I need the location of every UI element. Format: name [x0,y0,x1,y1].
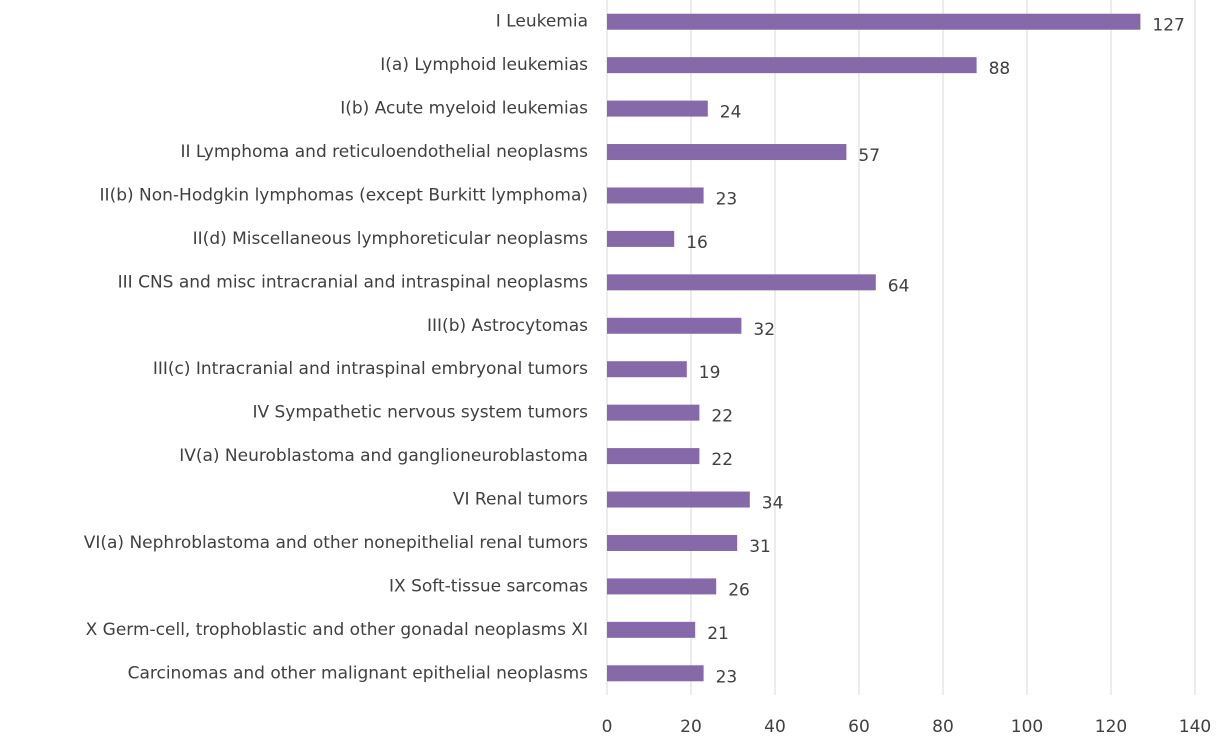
data-label: 127 [1152,16,1184,36]
bar [607,491,750,508]
bar [607,57,977,74]
data-label: 22 [711,450,733,470]
y-tick-label: I Leukemia [496,12,588,32]
y-tick-label: III CNS and misc intracranial and intras… [118,272,588,292]
data-label: 57 [858,146,880,166]
data-label: 26 [728,580,750,600]
y-tick-label: IX Soft-tissue sarcomas [389,576,588,596]
data-label: 31 [749,537,771,557]
x-tick-label: 60 [848,717,870,737]
bar [607,187,704,204]
y-tick-label: IV Sympathetic nervous system tumors [252,403,588,423]
x-tick-label: 80 [932,717,954,737]
bar [607,13,1141,30]
bar [607,144,847,161]
y-tick-label: Carcinomas and other malignant epithelia… [128,663,589,683]
data-label: 19 [699,363,721,383]
data-label: 16 [686,233,708,253]
bar [607,578,717,595]
y-tick-label: VI Renal tumors [453,490,588,510]
y-tick-label: I(a) Lymphoid leukemias [380,55,588,75]
y-tick-label: III(c) Intracranial and intraspinal embr… [153,359,588,379]
data-label: 22 [711,407,733,427]
data-label: 64 [888,276,910,296]
y-tick-label: III(b) Astrocytomas [427,316,588,336]
y-tick-label: VI(a) Nephroblastoma and other nonepithe… [84,533,588,553]
bar [607,230,675,247]
y-tick-label: II(d) Miscellaneous lymphoreticular neop… [193,229,588,249]
x-tick-label: 20 [680,717,702,737]
x-tick-label: 100 [1011,717,1043,737]
data-label: 32 [753,320,775,340]
y-tick-label: IV(a) Neuroblastoma and ganglioneuroblas… [179,446,588,466]
bar [607,274,876,291]
x-tick-label: 120 [1095,717,1127,737]
bar [607,404,700,421]
y-tick-label: I(b) Acute myeloid leukemias [340,99,588,119]
data-label: 88 [989,59,1011,79]
data-label: 23 [716,667,738,687]
bar [607,317,742,334]
x-tick-label: 0 [602,717,613,737]
data-label: 24 [720,103,742,123]
data-label: 21 [707,624,729,644]
bar [607,665,704,682]
y-tick-label: II(b) Non-Hodgkin lymphomas (except Burk… [100,185,588,205]
data-label: 34 [762,494,784,514]
bar [607,448,700,465]
y-tick-label: X Germ-cell, trophoblastic and other gon… [86,620,588,640]
bar [607,534,738,551]
x-tick-label: 40 [764,717,786,737]
data-label: 23 [716,189,738,209]
x-tick-label: 140 [1179,717,1211,737]
bar [607,361,687,378]
bar [607,100,708,117]
y-tick-label: II Lymphoma and reticuloendothelial neop… [180,142,588,162]
bar [607,621,696,638]
